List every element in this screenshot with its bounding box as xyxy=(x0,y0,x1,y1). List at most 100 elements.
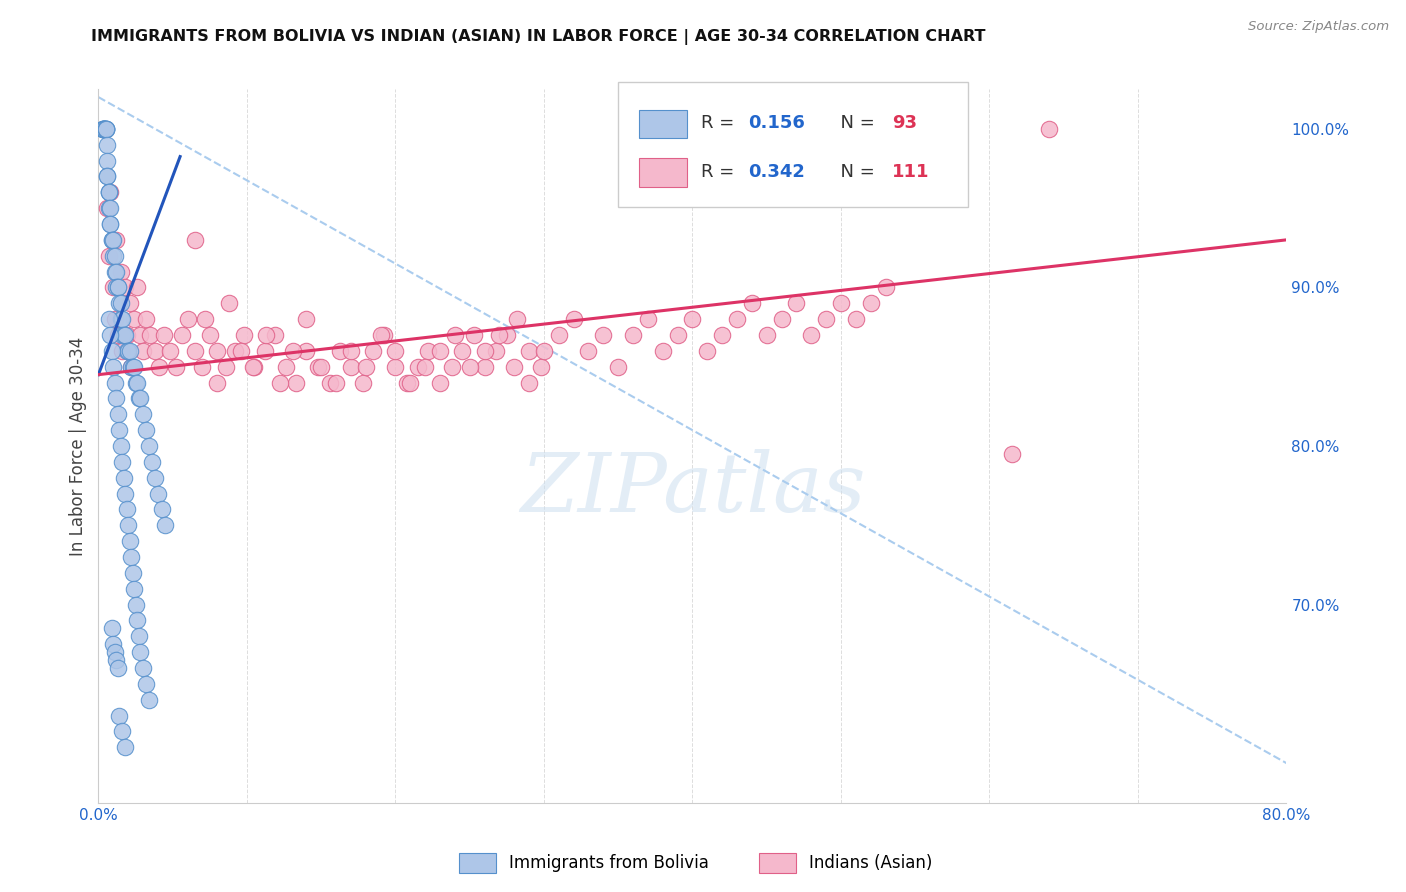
Point xyxy=(875,280,897,294)
Point xyxy=(859,296,882,310)
Point xyxy=(373,328,395,343)
Point xyxy=(307,359,329,374)
Point xyxy=(97,201,120,215)
Point xyxy=(96,201,118,215)
Point xyxy=(135,677,157,691)
Point xyxy=(143,343,166,358)
Text: N =: N = xyxy=(830,163,880,181)
Point xyxy=(319,376,342,390)
Text: 0.342: 0.342 xyxy=(748,163,806,181)
Point xyxy=(264,328,287,343)
Point xyxy=(191,359,214,374)
Point xyxy=(530,359,553,374)
Point xyxy=(651,343,673,358)
Point xyxy=(114,740,136,755)
Text: R =: R = xyxy=(700,163,740,181)
Point xyxy=(108,708,131,723)
Point xyxy=(370,328,392,343)
Point xyxy=(101,233,124,247)
Point xyxy=(474,359,496,374)
Point xyxy=(97,186,120,200)
Point xyxy=(115,328,138,343)
Point xyxy=(91,121,114,136)
Point xyxy=(207,343,229,358)
Point xyxy=(94,121,117,136)
Point xyxy=(98,217,121,231)
Point xyxy=(98,186,121,200)
Point xyxy=(117,343,139,358)
Point xyxy=(443,328,465,343)
Point xyxy=(845,312,868,326)
Point xyxy=(101,233,124,247)
Point xyxy=(215,359,238,374)
Point xyxy=(165,359,187,374)
Point xyxy=(135,423,157,437)
Point xyxy=(506,312,529,326)
Point xyxy=(105,392,128,406)
Point xyxy=(143,471,166,485)
Point xyxy=(103,637,125,651)
Point xyxy=(110,296,132,310)
Point xyxy=(107,661,129,675)
Point xyxy=(562,312,585,326)
Point xyxy=(517,376,540,390)
Point xyxy=(111,312,134,326)
Point xyxy=(118,296,141,310)
Point xyxy=(533,343,555,358)
Point xyxy=(101,343,124,358)
Point xyxy=(108,423,131,437)
Point xyxy=(146,486,169,500)
Point xyxy=(198,328,221,343)
Point xyxy=(340,343,363,358)
Point xyxy=(91,121,114,136)
Point xyxy=(607,359,630,374)
Point xyxy=(138,439,160,453)
Point xyxy=(637,312,659,326)
Point xyxy=(97,249,120,263)
Point xyxy=(110,439,132,453)
Point xyxy=(111,328,134,343)
Point xyxy=(416,343,439,358)
Point xyxy=(122,582,145,596)
Point xyxy=(108,296,131,310)
Point xyxy=(243,359,266,374)
Point xyxy=(384,359,406,374)
Point xyxy=(155,518,177,533)
Point xyxy=(128,392,150,406)
FancyBboxPatch shape xyxy=(638,159,686,187)
Point xyxy=(93,121,115,136)
Point xyxy=(98,217,121,231)
Point xyxy=(406,359,429,374)
Point xyxy=(141,455,163,469)
Point xyxy=(711,328,734,343)
Point xyxy=(284,376,307,390)
Point xyxy=(132,407,155,421)
Text: ZIPatlas: ZIPatlas xyxy=(520,449,865,529)
Point xyxy=(666,328,689,343)
Point xyxy=(104,249,127,263)
Point xyxy=(830,296,852,310)
Point xyxy=(488,328,510,343)
Point xyxy=(122,312,145,326)
Point xyxy=(138,692,160,706)
Point xyxy=(755,328,778,343)
Point xyxy=(111,724,134,739)
Point xyxy=(132,343,155,358)
Point xyxy=(184,233,207,247)
Point xyxy=(503,359,526,374)
Point xyxy=(399,376,422,390)
Point xyxy=(440,359,463,374)
Point xyxy=(281,343,304,358)
FancyBboxPatch shape xyxy=(617,82,969,207)
Point xyxy=(103,233,125,247)
Point xyxy=(104,376,127,390)
Point xyxy=(170,328,193,343)
Point xyxy=(105,264,128,278)
Point xyxy=(91,121,114,136)
Point xyxy=(229,343,252,358)
Point xyxy=(384,343,406,358)
Point xyxy=(274,359,297,374)
Point xyxy=(105,653,128,667)
Point xyxy=(352,376,374,390)
Point xyxy=(547,328,569,343)
